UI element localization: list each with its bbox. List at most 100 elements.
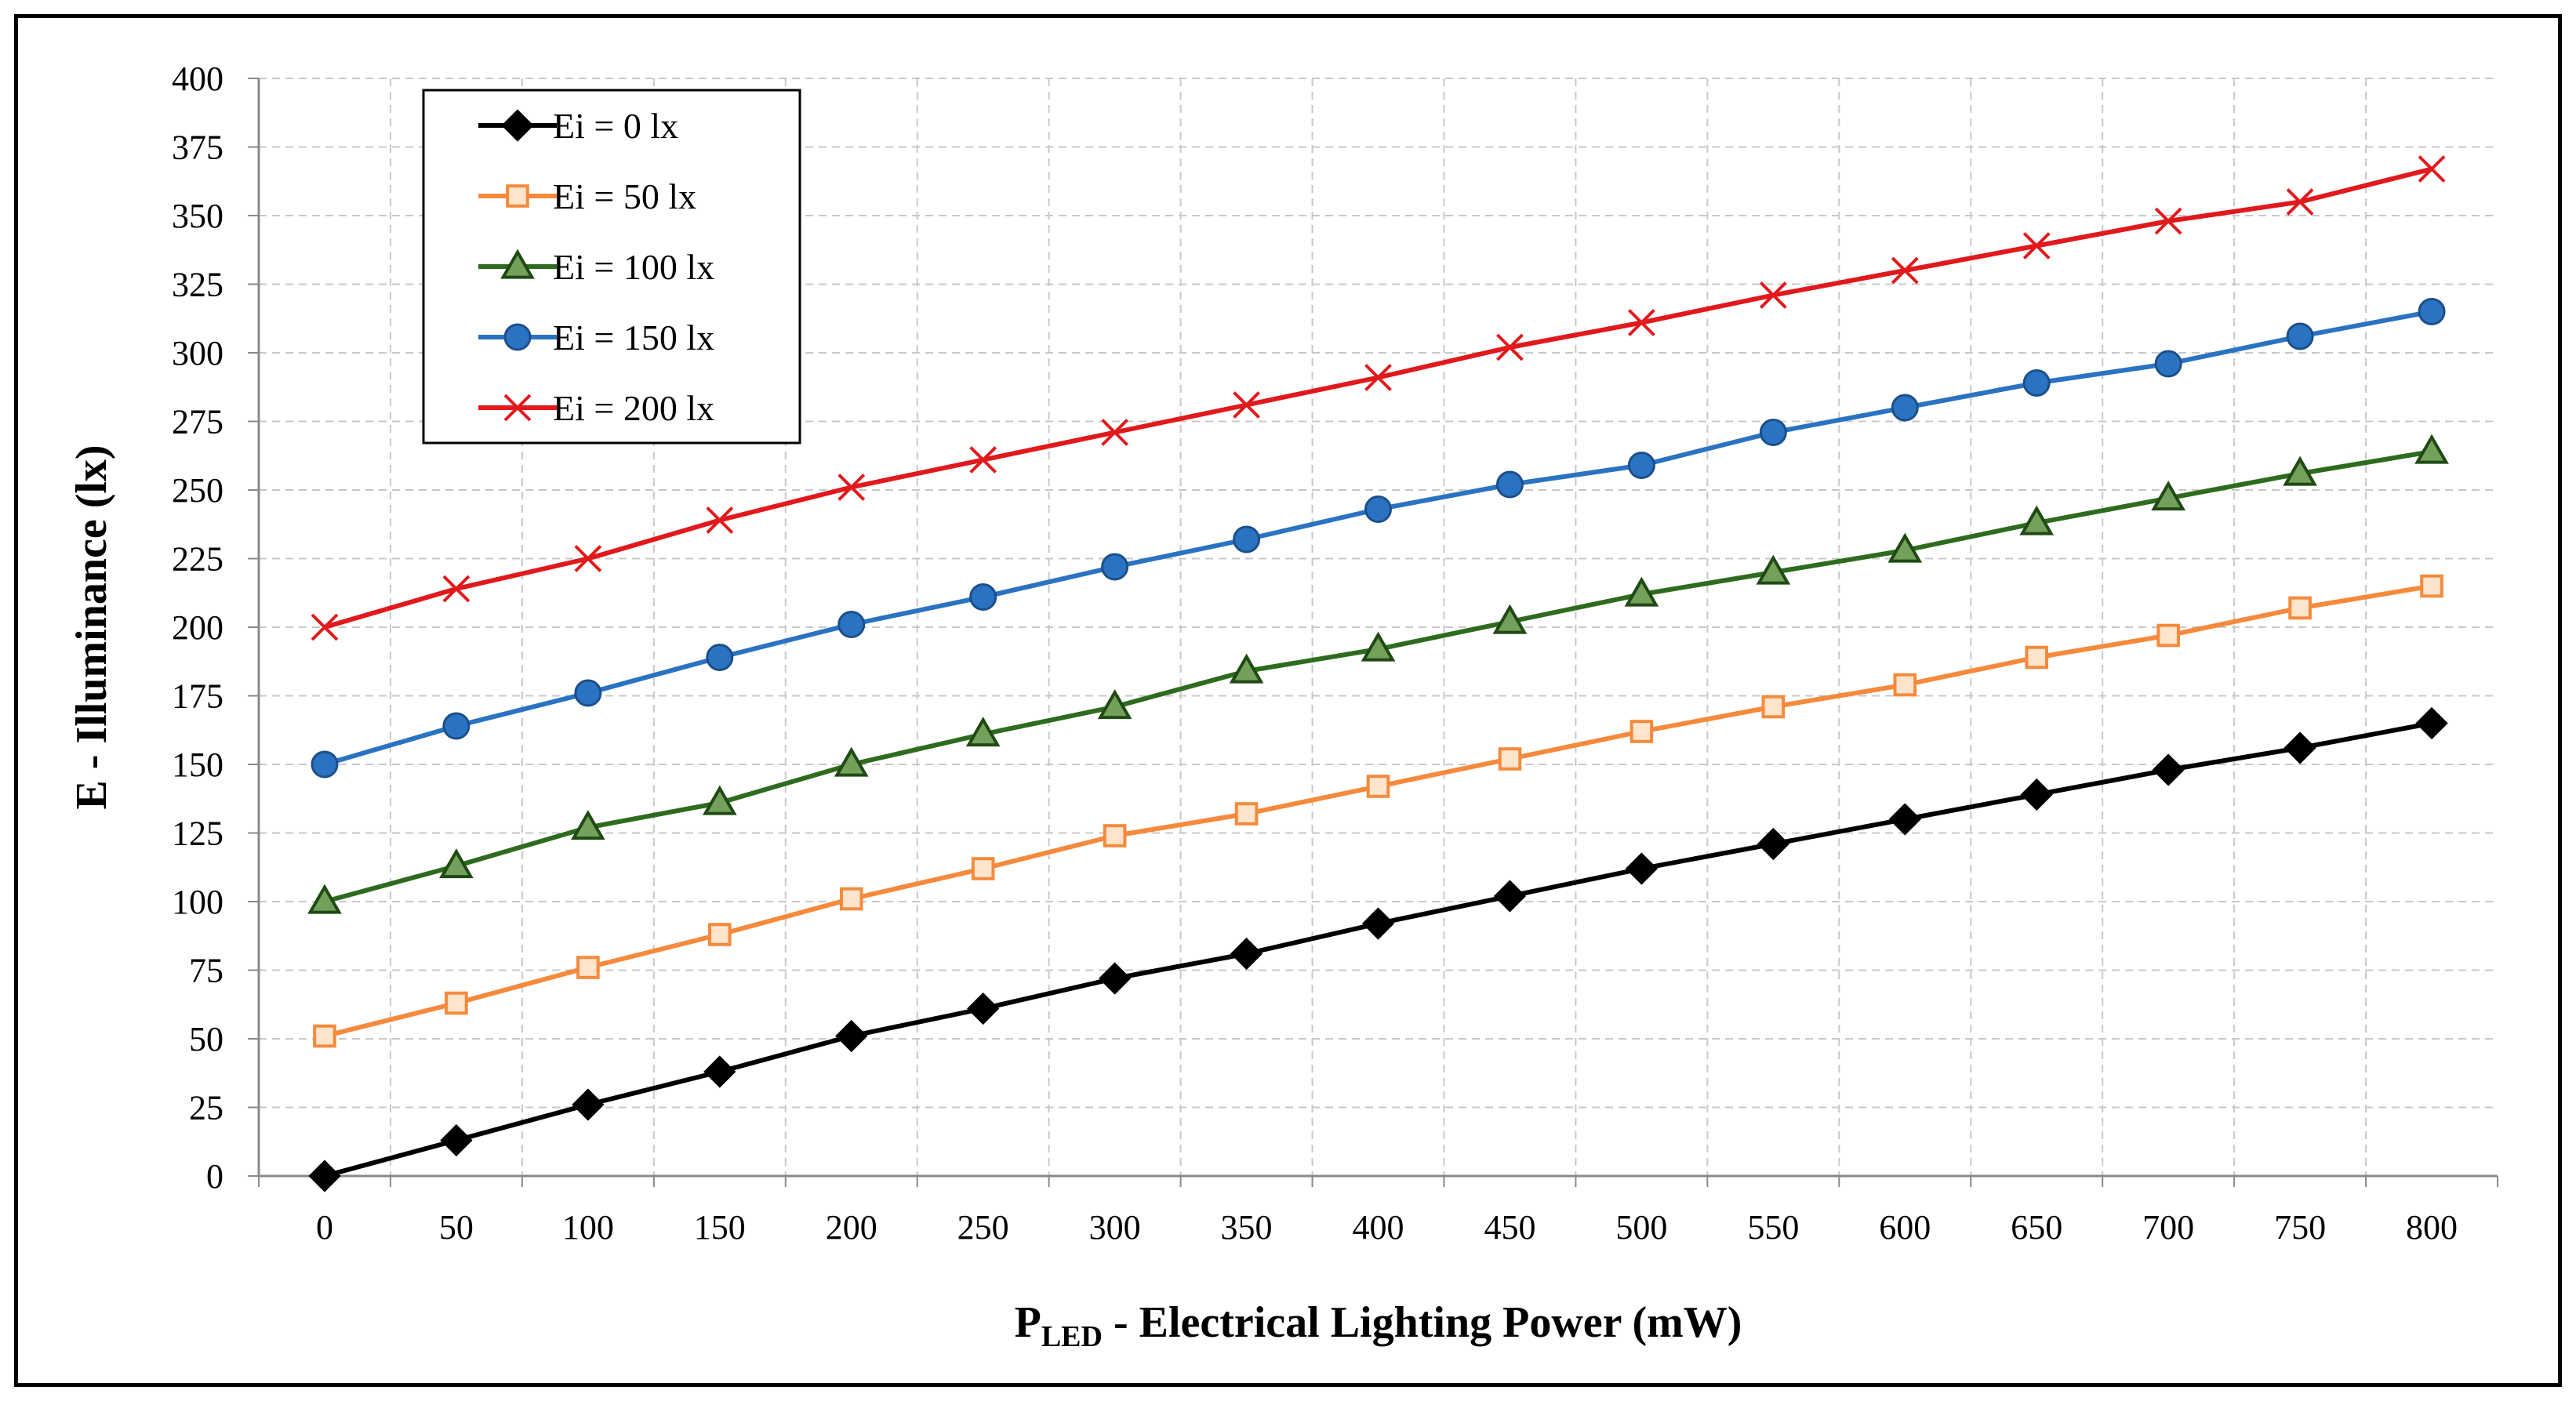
x-axis-title: PLED - Electrical Lighting Power (mW) (1015, 1298, 1742, 1353)
data-point (969, 446, 997, 474)
data-point (1630, 720, 1654, 743)
legend-label: Ei = 50 lx (553, 176, 696, 216)
data-point (307, 884, 342, 914)
x-tick-label: 300 (1089, 1208, 1141, 1247)
data-point (1364, 364, 1392, 391)
y-tick-label: 25 (189, 1089, 223, 1127)
x-marker-stroke (1101, 419, 1129, 446)
data-point (1888, 803, 1921, 836)
data-point (1229, 653, 1264, 684)
data-point (837, 474, 866, 501)
y-tick-label: 75 (189, 952, 223, 990)
x-tick-label: 750 (2274, 1208, 2326, 1247)
legend-label: Ei = 0 lx (553, 106, 678, 146)
data-point (839, 887, 863, 911)
data-point (2283, 456, 2317, 486)
y-tick-label: 275 (172, 403, 223, 441)
x-marker-stroke (1891, 256, 1919, 285)
x-marker-stroke (442, 575, 471, 603)
x-tick-label: 600 (1879, 1208, 1931, 1247)
data-point (834, 746, 869, 777)
data-point (1496, 333, 1524, 361)
legend-entry: Ei = 150 lx (478, 318, 714, 358)
x-tick-label: 650 (2011, 1208, 2062, 1247)
x-tick-label: 200 (826, 1208, 877, 1247)
x-marker-stroke (2022, 232, 2051, 260)
x-tick-label: 100 (562, 1208, 614, 1247)
data-point (1101, 419, 1129, 446)
x-tick-label: 500 (1615, 1208, 1667, 1247)
data-point (1625, 852, 1658, 885)
data-point (1627, 309, 1655, 336)
y-tick-label: 125 (172, 815, 223, 853)
x-tick-label: 0 (316, 1208, 333, 1247)
legend-entry: Ei = 100 lx (478, 247, 714, 287)
data-point (967, 992, 1000, 1025)
data-point (1624, 576, 1659, 607)
data-point (311, 613, 339, 641)
series-2 (307, 434, 2449, 914)
data-point (1230, 937, 1263, 971)
x-tick-label: 400 (1353, 1208, 1404, 1247)
x-axis-title-rest: - Electrical Lighting Power (mW) (1103, 1298, 1742, 1347)
x-marker-stroke (2154, 207, 2182, 235)
data-point (1364, 495, 1392, 523)
data-point (503, 323, 532, 351)
data-point (837, 611, 866, 638)
data-point (1891, 256, 1919, 285)
data-point (2020, 778, 2053, 811)
y-tick-label: 0 (206, 1157, 223, 1196)
data-point (2286, 188, 2314, 216)
x-axis-title-subscript: LED (1041, 1320, 1103, 1353)
data-point (2286, 322, 2314, 350)
x-marker-stroke (1364, 364, 1392, 391)
x-marker-stroke (1759, 281, 1787, 309)
x-marker-stroke (2418, 155, 2446, 183)
data-point (2156, 623, 2180, 648)
data-point (2022, 232, 2051, 260)
data-point (1495, 470, 1524, 499)
data-point (1627, 452, 1655, 479)
y-tick-label: 350 (172, 197, 223, 235)
y-tick-label: 225 (172, 540, 223, 579)
data-point (2414, 434, 2449, 464)
x-marker-stroke (311, 613, 339, 641)
x-marker-stroke (837, 474, 866, 501)
data-point (442, 712, 471, 740)
data-point (1099, 962, 1132, 995)
data-point (313, 1024, 336, 1048)
data-point (1097, 689, 1132, 720)
data-point (2154, 207, 2182, 235)
data-point (439, 848, 474, 879)
series-3 (311, 298, 2446, 779)
series-0 (308, 706, 2448, 1192)
legend-label: Ei = 200 lx (553, 388, 714, 428)
x-marker-stroke (574, 545, 602, 572)
data-point (1493, 880, 1527, 913)
data-point (1361, 631, 1396, 662)
data-point (503, 394, 532, 422)
legend-label: Ei = 150 lx (553, 318, 714, 358)
x-tick-label: 250 (957, 1208, 1009, 1247)
legend-entry: Ei = 0 lx (478, 106, 678, 146)
data-point (1893, 673, 1917, 697)
y-tick-label: 250 (172, 471, 223, 510)
data-point (2418, 298, 2446, 325)
data-point (445, 991, 468, 1015)
y-axis-title: E - Illuminance (lx) (67, 445, 116, 809)
data-point (308, 1160, 341, 1192)
data-point (500, 249, 535, 279)
y-tick-label: 400 (172, 60, 223, 98)
data-point (706, 644, 734, 671)
data-point (442, 575, 471, 603)
legend: Ei = 0 lx Ei = 50 lx Ei = 100 lx Ei = 150 l… (422, 89, 801, 445)
data-point (572, 1088, 605, 1121)
data-point (1759, 419, 1787, 446)
y-tick-label: 200 (172, 608, 223, 647)
legend-entry: Ei = 50 lx (478, 176, 696, 216)
x-tick-label: 450 (1484, 1208, 1535, 1247)
data-point (1891, 394, 1919, 422)
y-tick-label: 325 (172, 266, 223, 304)
series-layer (307, 155, 2449, 1192)
